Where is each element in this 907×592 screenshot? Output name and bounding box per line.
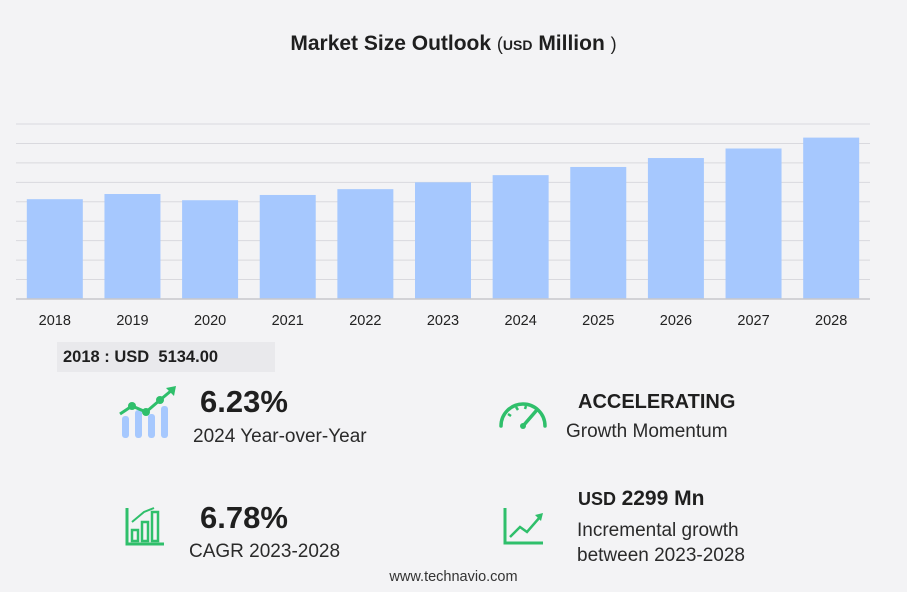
bar-2022 [337,189,394,299]
incremental-label-line1: Incremental growth [577,520,739,541]
x-tick-label-2024: 2024 [505,313,537,329]
x-tick-label-2020: 2020 [194,313,226,329]
x-tick-label-2018: 2018 [39,313,71,329]
title-main: Market Size Outlook [290,32,492,55]
base-year: 2018 [63,348,100,366]
line-growth-icon [503,508,543,545]
bar-2020 [182,200,239,299]
base-currency: USD [114,348,150,366]
x-tick-label-2022: 2022 [349,313,381,329]
momentum-label: Growth Momentum [566,421,728,442]
speedometer-icon [499,402,547,429]
momentum-value: ACCELERATING [578,391,736,413]
incremental-amount: 2299 Mn [621,487,705,510]
bar-2023 [415,182,471,299]
trend-chart-icon [119,386,176,438]
bar-growth-icon [125,507,164,546]
incremental-currency: USD [578,489,617,509]
x-tick-label-2028: 2028 [815,313,847,329]
yoy-value: 6.23% [200,384,288,419]
x-tick-label-2025: 2025 [582,313,614,329]
x-tick-label-2026: 2026 [660,313,692,329]
incremental-value: USD 2299 Mn [578,487,704,511]
yoy-label: 2024 Year-over-Year [193,426,367,447]
chart-title: Market Size Outlook (USD Million ) [0,32,907,56]
bar-2025 [570,166,627,299]
cagr-label: CAGR 2023-2028 [189,541,341,562]
incremental-label-line2: between 2023-2028 [577,545,745,566]
footer-url: www.technavio.com [389,569,518,585]
base-amount: 5134.00 [158,348,219,366]
base-value-badge: 2018 : USD 5134.00 [57,342,275,372]
title-close-paren: ) [610,34,617,54]
bar-2019 [104,194,161,299]
cagr-value: 6.78% [200,500,288,535]
x-tick-label-2019: 2019 [116,313,148,329]
bar-2028 [803,137,860,299]
bar-2026 [647,158,704,299]
bar-2027 [725,148,782,299]
x-tick-label-2027: 2027 [737,313,769,329]
base-separator: : [99,348,115,366]
x-tick-label-2021: 2021 [272,313,304,329]
title-open-paren: ( [496,34,503,54]
title-unit: USD [502,37,533,53]
bar-2024 [492,175,549,299]
bar-2018 [26,199,83,299]
title-scale: Million [538,32,605,55]
x-tick-label-2023: 2023 [427,313,459,329]
bar-chart: 2018 2019 2020 2021 2022 2023 2024 2025 2026 2027… [16,123,870,329]
bar-2021 [259,194,316,299]
